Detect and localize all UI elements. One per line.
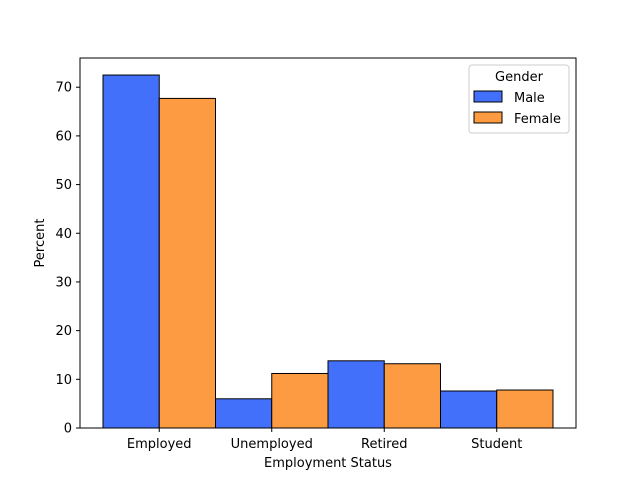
y-axis-title: Percent: [33, 219, 48, 268]
y-tick-label: 30: [55, 275, 72, 290]
bar-female-unemployed: [271, 372, 329, 429]
y-tick-label: 20: [55, 324, 72, 339]
bar-male-student: [440, 390, 498, 429]
y-tick-label: 10: [55, 373, 72, 388]
legend-swatch-female: [473, 111, 503, 124]
bar-female-student: [496, 389, 554, 429]
bar-female-employed: [158, 97, 216, 429]
y-tick-label: 50: [55, 178, 72, 193]
bar-male-employed: [102, 74, 160, 429]
x-tick-label: Employed: [127, 437, 192, 452]
legend-label-male: Male: [514, 91, 545, 106]
x-axis: Employed Unemployed Retired Student: [127, 428, 522, 452]
x-tick-label: Retired: [361, 437, 407, 452]
bar-male-unemployed: [215, 398, 273, 429]
bar-male-retired: [327, 360, 385, 429]
legend-label-female: Female: [514, 112, 561, 127]
bar-female-retired: [383, 363, 441, 429]
legend: Gender Male Female: [468, 64, 570, 134]
x-axis-title: Employment Status: [264, 456, 392, 471]
legend-swatch-male: [473, 90, 503, 103]
y-tick-label: 70: [55, 81, 72, 96]
x-tick-label: Student: [471, 437, 522, 452]
y-tick-label: 0: [64, 422, 72, 437]
bars-group: [102, 74, 554, 429]
x-tick-label: Unemployed: [231, 437, 313, 452]
y-axis: 0 10 20 30 40 50 60 70: [55, 81, 80, 437]
plot-frame: [79, 57, 577, 429]
legend-title: Gender: [495, 70, 544, 85]
y-tick-label: 40: [55, 227, 72, 242]
y-tick-label: 60: [55, 129, 72, 144]
